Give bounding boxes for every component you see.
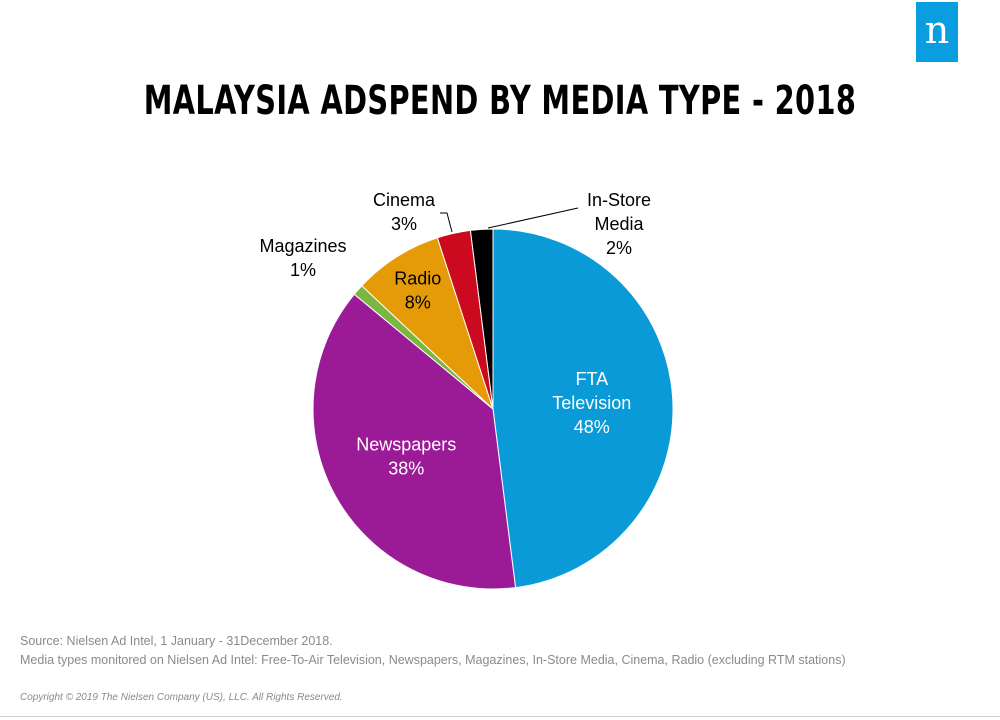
copyright: Copyright © 2019 The Nielsen Company (US… — [20, 692, 343, 703]
slice-value-magazines: 1% — [290, 260, 316, 280]
slice-value-fta-television: 48% — [574, 417, 610, 437]
pie-slices — [312, 228, 674, 590]
slice-name-fta-television: FTA — [575, 369, 608, 389]
leader-line-cinema — [440, 212, 453, 233]
logo-letter: n — [924, 8, 950, 52]
slice-labels: FTA Television 48% Newspapers 38% Magazines 1%… — [259, 190, 651, 479]
leader-line-in-store-media — [487, 207, 579, 229]
slice-label-in-store-media: In-Store Media 2% — [587, 190, 651, 258]
source-line-2: Media types monitored on Nielsen Ad Inte… — [20, 653, 846, 667]
source-line-1: Source: Nielsen Ad Intel, 1 January - 31… — [20, 634, 333, 648]
slice-label-radio: Radio 8% — [394, 268, 441, 312]
slice-value-in-store-media: 2% — [606, 238, 632, 258]
slice-label-newspapers: Newspapers 38% — [356, 435, 456, 479]
bottom-divider — [0, 716, 1000, 717]
slice-name-fta-television: Television — [552, 393, 631, 413]
pie-slice-newspapers — [312, 293, 517, 590]
slice-name-in-store-media: Media — [594, 214, 644, 234]
pie-slice-in-store-media — [469, 228, 494, 410]
source-note: Source: Nielsen Ad Intel, 1 January - 31… — [20, 632, 980, 670]
slice-value-radio: 8% — [405, 292, 431, 312]
chart-title: MALAYSIA ADSPEND BY MEDIA TYPE - 2018 — [143, 78, 857, 124]
slice-value-cinema: 3% — [391, 214, 417, 234]
slice-name-cinema: Cinema — [373, 190, 436, 210]
nielsen-logo: n — [916, 2, 958, 62]
slice-name-newspapers: Newspapers — [356, 435, 456, 455]
slice-label-cinema: Cinema 3% — [373, 190, 436, 234]
slice-name-magazines: Magazines — [259, 236, 346, 256]
slice-label-fta-television: FTA Television 48% — [552, 369, 631, 437]
leader-lines — [440, 207, 579, 233]
slice-label-magazines: Magazines 1% — [259, 236, 346, 280]
pie-slice-radio — [361, 237, 494, 410]
pie-slice-fta-television — [492, 228, 674, 589]
slice-name-radio: Radio — [394, 268, 441, 288]
slice-value-newspapers: 38% — [388, 459, 424, 479]
slice-name-in-store-media: In-Store — [587, 190, 651, 210]
